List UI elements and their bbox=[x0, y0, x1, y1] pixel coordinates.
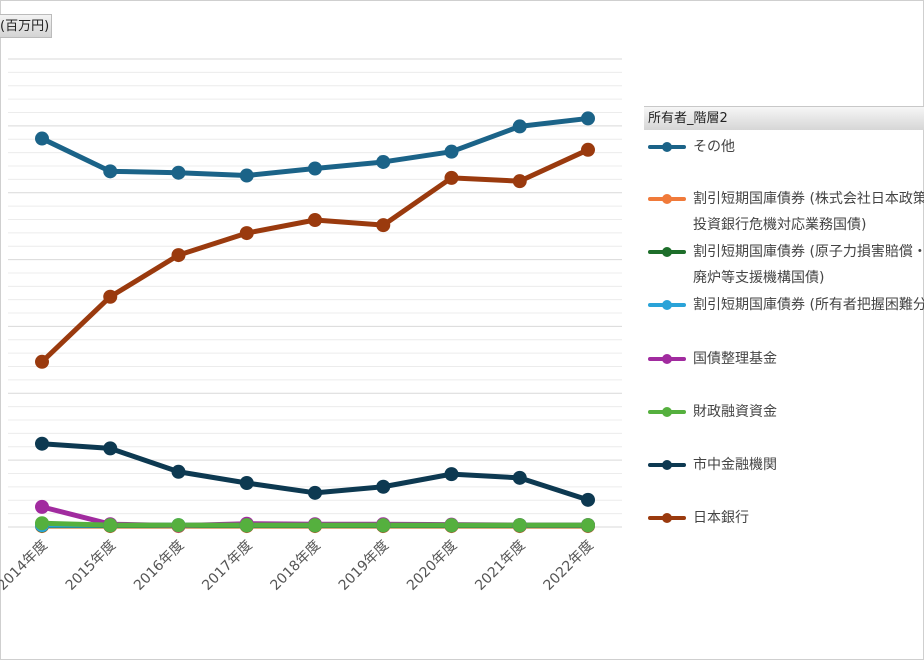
data-point[interactable] bbox=[35, 516, 49, 531]
legend-swatch bbox=[648, 407, 686, 417]
legend-swatch bbox=[648, 460, 686, 470]
x-tick-label: 2019年度 bbox=[336, 538, 392, 594]
x-tick-label: 2021年度 bbox=[472, 538, 528, 594]
data-point[interactable] bbox=[512, 119, 527, 134]
legend-label: その他 bbox=[693, 139, 735, 155]
data-point[interactable] bbox=[171, 464, 186, 479]
legend-label: 割引短期国庫債券 (所有者把握困難分) bbox=[693, 297, 924, 313]
x-tick-label: 2018年度 bbox=[268, 538, 324, 594]
legend-label: 割引短期国庫債券 (原子力損害賠償・廃炉等支援機構国債) bbox=[693, 244, 924, 286]
legend-label: 日本銀行 bbox=[693, 510, 749, 526]
legend-title: 所有者_階層2 bbox=[644, 106, 924, 130]
data-point[interactable] bbox=[512, 470, 527, 485]
legend-swatch bbox=[648, 300, 686, 310]
gridlines bbox=[8, 58, 622, 528]
x-tick-label: 2017年度 bbox=[199, 538, 255, 594]
series-points bbox=[35, 111, 595, 534]
legend-swatch bbox=[648, 513, 686, 523]
data-point[interactable] bbox=[444, 467, 459, 482]
data-point[interactable] bbox=[171, 518, 186, 533]
x-axis-ticks: 2014年度 2015年度 2016年度 2017年度 2018年度 2019年度 2020… bbox=[0, 538, 597, 594]
data-point[interactable] bbox=[444, 144, 459, 159]
data-point[interactable] bbox=[308, 485, 322, 500]
data-point[interactable] bbox=[103, 441, 118, 456]
data-point[interactable] bbox=[103, 518, 118, 533]
data-point[interactable] bbox=[376, 218, 391, 233]
x-tick-label: 2020年度 bbox=[404, 538, 460, 594]
x-tick-label: 2022年度 bbox=[541, 538, 597, 594]
data-point[interactable] bbox=[308, 161, 322, 176]
data-point[interactable] bbox=[512, 174, 527, 189]
data-point[interactable] bbox=[103, 289, 118, 304]
data-point[interactable] bbox=[581, 111, 595, 126]
data-point[interactable] bbox=[35, 131, 49, 146]
legend-label: 財政融資資金 bbox=[693, 404, 777, 420]
data-point[interactable] bbox=[308, 212, 322, 227]
legend-swatch bbox=[648, 142, 686, 152]
data-point[interactable] bbox=[35, 499, 49, 514]
legend-label: 国債整理基金 bbox=[693, 351, 777, 367]
data-point[interactable] bbox=[581, 492, 595, 507]
series-line-7 bbox=[40, 147, 590, 364]
data-point[interactable] bbox=[239, 226, 254, 241]
data-point[interactable] bbox=[581, 142, 595, 157]
legend-label: 市中金融機関 bbox=[693, 457, 777, 473]
data-point[interactable] bbox=[171, 248, 186, 263]
legend-swatch bbox=[648, 194, 686, 204]
data-point[interactable] bbox=[239, 476, 254, 491]
data-point[interactable] bbox=[376, 154, 391, 169]
data-point[interactable] bbox=[512, 518, 527, 533]
data-point[interactable] bbox=[376, 479, 391, 494]
data-point[interactable] bbox=[35, 436, 49, 451]
data-point[interactable] bbox=[103, 164, 118, 179]
data-point[interactable] bbox=[444, 170, 459, 185]
data-point[interactable] bbox=[444, 518, 459, 533]
x-tick-label: 2016年度 bbox=[131, 538, 187, 594]
data-point[interactable] bbox=[239, 518, 254, 533]
data-point[interactable] bbox=[581, 518, 595, 533]
legend-swatch bbox=[648, 247, 686, 257]
legend-swatch bbox=[648, 354, 686, 364]
y-axis-unit-label: (百万円) bbox=[0, 14, 52, 38]
x-tick-label: 2015年度 bbox=[63, 538, 119, 594]
data-point[interactable] bbox=[239, 168, 254, 183]
data-point[interactable] bbox=[308, 518, 322, 533]
x-tick-label: 2014年度 bbox=[0, 538, 51, 594]
data-point[interactable] bbox=[171, 165, 186, 180]
data-point[interactable] bbox=[376, 518, 391, 533]
data-point[interactable] bbox=[35, 354, 49, 369]
legend-label: 割引短期国庫債券 (株式会社日本政策投資銀行危機対応業務国債) bbox=[693, 191, 924, 233]
